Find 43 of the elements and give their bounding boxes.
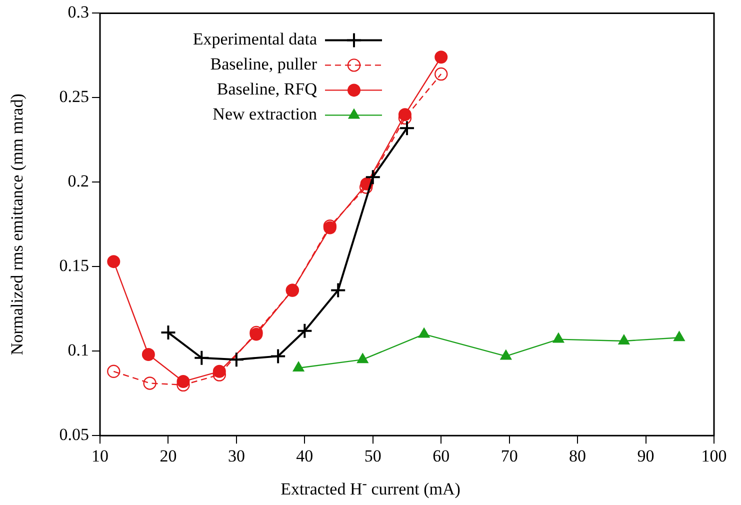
point — [292, 362, 304, 372]
point — [270, 348, 286, 364]
point — [228, 352, 244, 368]
x-tick-label: 20 — [160, 446, 177, 466]
point — [674, 331, 685, 342]
y-axis-title: Normalized rms emittance (mm mrad) — [8, 94, 27, 356]
point — [107, 364, 120, 378]
point — [194, 350, 210, 366]
point — [356, 353, 368, 364]
point — [143, 376, 156, 390]
legend-label: Baseline, puller — [210, 54, 318, 74]
x-tick-label: 90 — [637, 446, 654, 466]
point — [296, 322, 313, 339]
point — [434, 67, 448, 81]
x-tick-label: 10 — [92, 446, 108, 466]
point — [500, 350, 512, 360]
legend-label: Baseline, RFQ — [216, 80, 317, 99]
y-tick-label: 0.25 — [59, 87, 89, 106]
point — [160, 324, 176, 341]
point — [107, 255, 120, 268]
x-tick-label: 100 — [701, 446, 727, 466]
point — [434, 50, 448, 64]
legend-label: New extraction — [212, 104, 318, 124]
x-tick-label: 40 — [296, 446, 314, 466]
point — [399, 120, 415, 136]
x-tick-label: 80 — [569, 446, 586, 466]
point — [618, 334, 630, 344]
y-tick-label: 0.2 — [68, 172, 89, 191]
point — [552, 332, 564, 343]
x-tick-label: 30 — [228, 446, 245, 466]
y-tick-label: 0.15 — [59, 256, 89, 276]
legend-label: Experimental data — [192, 30, 318, 49]
y-tick-label: 0.05 — [59, 425, 89, 444]
x-axis-title: Extracted H$^{-}$ current (mA) — [280, 476, 462, 500]
point — [142, 348, 155, 361]
point — [364, 169, 381, 186]
y-tick-label: 0.3 — [68, 2, 89, 22]
y-tick-label: 0.1 — [68, 340, 89, 360]
x-tick-label: 60 — [432, 446, 450, 466]
point — [418, 328, 430, 338]
point — [330, 282, 346, 298]
x-tick-label: 50 — [364, 446, 382, 466]
x-tick-label: 70 — [500, 446, 518, 466]
